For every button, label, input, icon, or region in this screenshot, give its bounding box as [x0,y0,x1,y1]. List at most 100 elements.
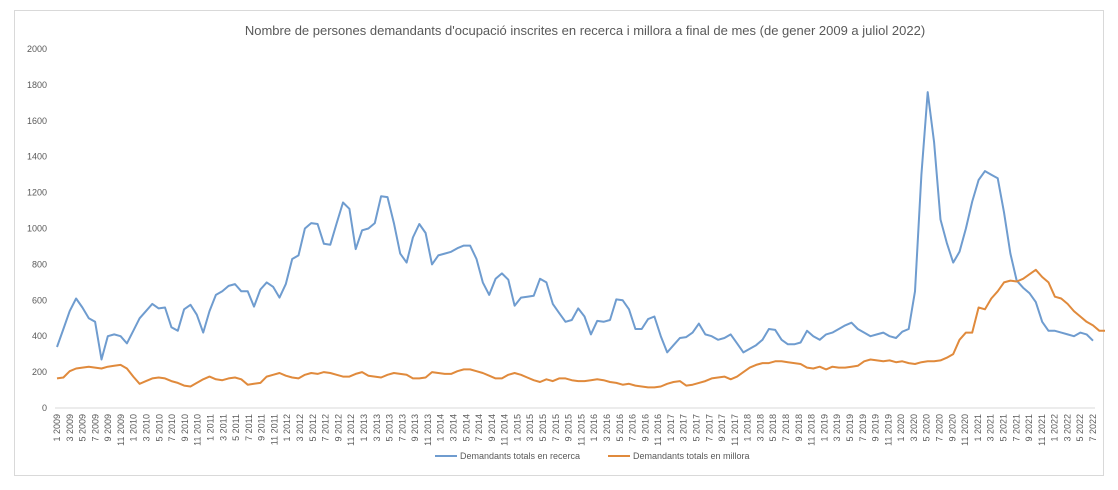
x-tick-label: 5 2010 [154,414,164,442]
x-tick-label: 5 2018 [768,414,778,442]
x-tick-label: 7 2015 [551,414,561,442]
x-tick-label: 5 2022 [1075,414,1085,442]
y-tick-label: 1200 [27,188,47,198]
x-tick-label: 3 2013 [372,414,382,442]
x-tick-label: 3 2022 [1062,414,1072,442]
x-tick-label: 5 2015 [538,414,548,442]
x-tick-label: 7 2017 [704,414,714,442]
x-tick-label: 3 2019 [832,414,842,442]
x-tick-label: 11 2016 [653,414,663,446]
x-tick-label: 11 2010 [193,414,203,446]
y-tick-label: 800 [32,259,47,269]
y-tick-label: 400 [32,331,47,341]
x-tick-label: 11 2021 [1037,414,1047,446]
x-tick-label: 1 2010 [129,414,139,442]
x-tick-label: 1 2014 [436,414,446,442]
x-tick-label: 11 2017 [730,414,740,446]
x-tick-label: 11 2020 [960,414,970,446]
x-tick-label: 11 2013 [423,414,433,446]
x-tick-label: 7 2010 [167,414,177,442]
x-tick-label: 9 2018 [794,414,804,442]
x-tick-label: 11 2015 [576,414,586,446]
x-tick-label: 9 2014 [487,414,497,442]
x-tick-label: 1 2018 [743,414,753,442]
x-tick-label: 7 2009 [90,414,100,442]
x-tick-label: 11 2011 [269,414,279,445]
x-tick-label: 1 2015 [512,414,522,442]
x-tick-label: 7 2014 [474,414,484,442]
x-tick-label: 5 2021 [998,414,1008,442]
series-line-2 [56,268,1105,389]
line-chart: Nombre de persones demandants d'ocupació… [27,23,1105,461]
y-tick-label: 1000 [27,224,47,234]
y-tick-label: 1600 [27,116,47,126]
x-tick-label: 1 2016 [589,414,599,442]
x-tick-label: 3 2011 [218,414,228,441]
chart-frame: Nombre de persones demandants d'ocupació… [14,10,1105,476]
chart-title: Nombre de persones demandants d'ocupació… [245,23,925,38]
legend-label-2: Demandants totals en millora [633,451,750,461]
x-tick-label: 7 2022 [1088,414,1098,442]
y-tick-label: 200 [32,367,47,377]
y-tick-label: 0 [42,403,47,413]
series-line-1 [56,91,1094,361]
x-tick-label: 5 2014 [461,414,471,442]
x-tick-label: 5 2012 [308,414,318,442]
x-tick-label: 1 2021 [973,414,983,442]
x-tick-label: 1 2012 [282,414,292,442]
x-tick-label: 3 2009 [65,414,75,442]
x-tick-label: 9 2010 [180,414,190,442]
x-tick-label: 5 2020 [922,414,932,442]
x-tick-label: 3 2016 [602,414,612,442]
x-tick-label: 11 2018 [807,414,817,446]
x-tick-label: 7 2018 [781,414,791,442]
y-tick-label: 2000 [27,44,47,54]
x-tick-label: 5 2019 [845,414,855,442]
x-tick-label: 5 2011 [231,414,241,441]
x-tick-label: 9 2019 [871,414,881,442]
legend-label-1: Demandants totals en recerca [460,451,580,461]
x-tick-label: 7 2016 [628,414,638,442]
x-tick-label: 5 2013 [385,414,395,442]
x-tick-label: 3 2014 [448,414,458,442]
x-tick-label: 5 2017 [692,414,702,442]
x-tick-label: 1 2013 [359,414,369,442]
y-tick-label: 600 [32,295,47,305]
x-tick-label: 11 2009 [116,414,126,446]
x-tick-label: 1 2022 [1050,414,1060,442]
x-tick-label: 1 2017 [666,414,676,442]
x-tick-label: 7 2021 [1011,414,1021,442]
x-tick-label: 3 2012 [295,414,305,442]
x-tick-label: 3 2018 [755,414,765,442]
x-tick-label: 9 2011 [257,414,267,441]
x-tick-label: 9 2017 [717,414,727,442]
x-tick-label: 5 2016 [615,414,625,442]
y-tick-label: 1400 [27,152,47,162]
x-tick-label: 9 2021 [1024,414,1034,442]
x-tick-label: 3 2015 [525,414,535,442]
x-tick-label: 11 2012 [346,414,356,446]
y-tick-label: 1800 [27,80,47,90]
x-tick-label: 7 2019 [858,414,868,442]
x-tick-label: 3 2017 [679,414,689,442]
x-tick-label: 7 2013 [397,414,407,442]
x-tick-label: 9 2013 [410,414,420,442]
x-tick-label: 1 2009 [52,414,62,442]
x-tick-label: 1 2011 [205,414,215,441]
x-tick-label: 11 2019 [883,414,893,446]
x-tick-label: 3 2010 [142,414,152,442]
x-tick-label: 9 2015 [564,414,574,442]
x-tick-label: 7 2020 [935,414,945,442]
x-tick-label: 7 2012 [321,414,331,442]
x-tick-label: 1 2019 [819,414,829,442]
x-tick-label: 9 2009 [103,414,113,442]
x-tick-label: 9 2016 [640,414,650,442]
x-tick-label: 9 2020 [947,414,957,442]
x-tick-label: 3 2020 [909,414,919,442]
x-tick-label: 11 2014 [500,414,510,446]
x-tick-label: 7 2011 [244,414,254,441]
x-tick-label: 5 2009 [78,414,88,442]
x-tick-label: 1 2020 [896,414,906,442]
x-tick-label: 3 2021 [986,414,996,442]
x-tick-label: 9 2012 [333,414,343,442]
